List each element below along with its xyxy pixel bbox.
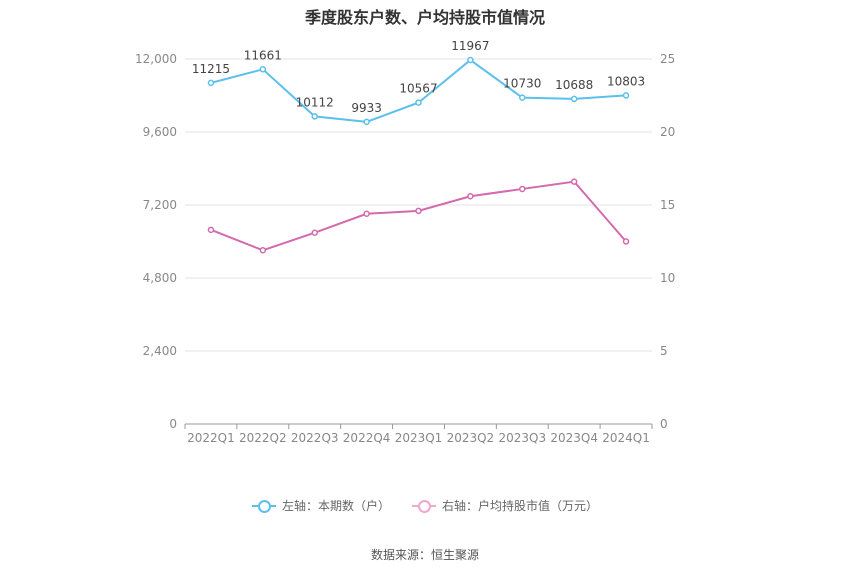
x-tick-label: 2024Q1 bbox=[602, 431, 650, 445]
data-point-households bbox=[259, 66, 267, 73]
data-label-households: 11661 bbox=[244, 48, 282, 62]
left-tick-label: 0 bbox=[169, 417, 177, 431]
legend-item-market-value[interactable]: 右轴：户均持股市值（万元） bbox=[412, 497, 598, 514]
data-point-households bbox=[570, 95, 578, 103]
data-point-households bbox=[311, 113, 318, 120]
x-tick-label: 2023Q2 bbox=[447, 431, 495, 445]
data-point-households bbox=[622, 92, 630, 99]
data-label-households: 9933 bbox=[351, 101, 382, 115]
data-label-households: 10112 bbox=[296, 95, 334, 109]
data-label-households: 10688 bbox=[555, 78, 593, 92]
legend-label-households: 左轴：本期数（户） bbox=[281, 499, 390, 513]
legend: 左轴：本期数（户） 右轴：户均持股市值（万元） bbox=[0, 497, 850, 514]
data-point-market-value bbox=[311, 229, 318, 236]
data-point-households bbox=[363, 118, 370, 126]
data-label-households: 10730 bbox=[503, 77, 541, 91]
data-point-market-value bbox=[570, 178, 578, 185]
data-point-market-value bbox=[363, 210, 370, 218]
data-point-market-value bbox=[207, 226, 215, 234]
data-label-households: 11967 bbox=[451, 39, 489, 53]
legend-swatch-households bbox=[251, 499, 276, 513]
right-tick-label: 5 bbox=[660, 344, 668, 358]
x-tick-label: 2022Q3 bbox=[291, 431, 339, 445]
data-point-households bbox=[519, 94, 526, 101]
chart-title: 季度股东户数、户均持股市值情况 bbox=[304, 8, 545, 27]
right-tick-label: 15 bbox=[660, 198, 675, 212]
right-tick-label: 10 bbox=[660, 271, 675, 285]
right-tick-label: 0 bbox=[660, 417, 668, 431]
data-point-households bbox=[467, 56, 474, 64]
data-point-market-value bbox=[622, 238, 630, 245]
right-tick-label: 25 bbox=[660, 52, 675, 66]
x-tick-label: 2023Q3 bbox=[498, 431, 546, 445]
data-point-market-value bbox=[415, 207, 422, 215]
legend-label-market-value: 右轴：户均持股市值（万元） bbox=[442, 499, 599, 513]
data-point-market-value bbox=[519, 185, 526, 193]
data-label-households: 10567 bbox=[399, 82, 437, 96]
left-tick-label: 9,600 bbox=[143, 125, 177, 139]
left-tick-label: 7,200 bbox=[143, 198, 177, 212]
data-source: 数据来源：恒生聚源 bbox=[370, 548, 479, 562]
x-tick-label: 2023Q1 bbox=[395, 431, 443, 445]
left-tick-label: 12,000 bbox=[135, 52, 177, 66]
left-tick-label: 4,800 bbox=[143, 271, 177, 285]
data-label-households: 10803 bbox=[607, 74, 645, 88]
data-point-households bbox=[207, 79, 215, 87]
right-tick-label: 20 bbox=[660, 125, 675, 139]
data-point-market-value bbox=[259, 247, 267, 254]
data-label-households: 11215 bbox=[192, 62, 230, 76]
x-tick-label: 2022Q1 bbox=[187, 431, 235, 445]
legend-item-households[interactable]: 左轴：本期数（户） bbox=[251, 497, 390, 514]
series-line-market-value bbox=[210, 180, 627, 252]
data-point-households bbox=[415, 99, 422, 106]
x-tick-label: 2022Q4 bbox=[343, 431, 391, 445]
x-tick-label: 2023Q4 bbox=[550, 431, 598, 445]
legend-swatch-market-value bbox=[412, 499, 436, 513]
left-tick-label: 2,400 bbox=[143, 344, 177, 358]
x-tick-label: 2022Q2 bbox=[239, 431, 287, 445]
data-point-market-value bbox=[467, 192, 474, 200]
